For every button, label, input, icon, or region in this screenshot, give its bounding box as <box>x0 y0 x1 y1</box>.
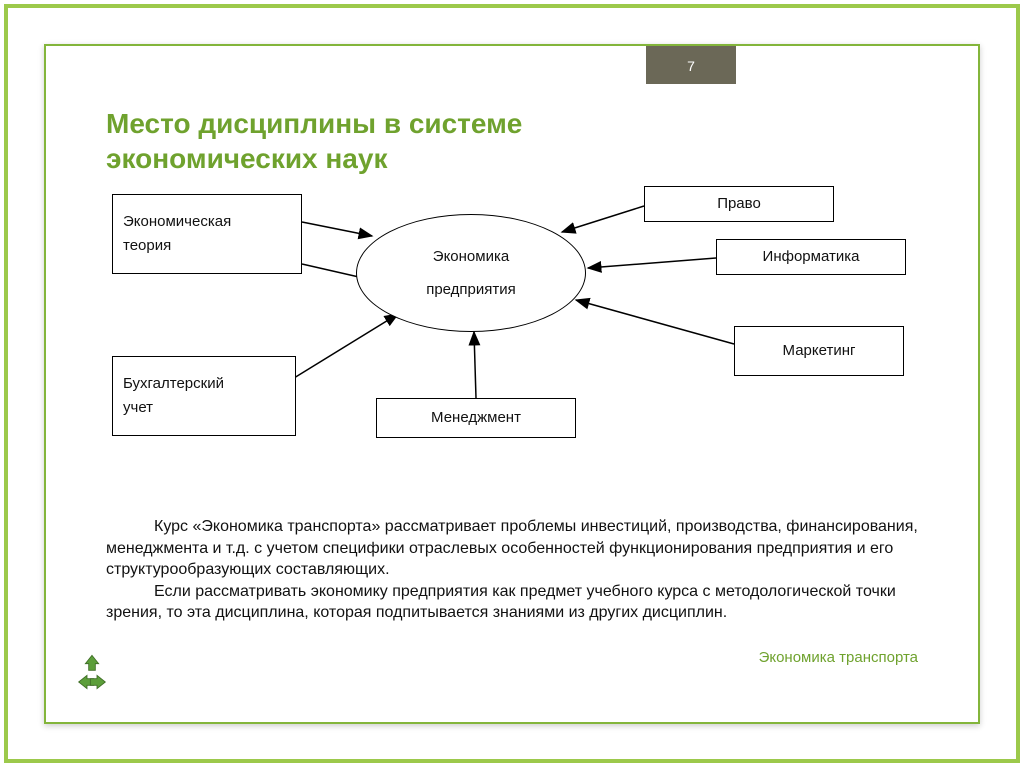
node-econ-theory: Экономическаятеория <box>112 194 302 274</box>
title-line-1: Место дисциплины в системе <box>106 106 522 141</box>
concept-diagram: Экономика предприятия Экономическаятеори… <box>46 176 982 496</box>
node-label: теория <box>123 234 291 258</box>
body-paragraph-2: Если рассматривать экономику предприятия… <box>106 581 926 624</box>
slide-card: 7 Место дисциплины в системе экономическ… <box>44 44 980 724</box>
node-management: Менеджмент <box>376 398 576 438</box>
body-text: Курс «Экономика транспорта» рассматривае… <box>106 516 926 624</box>
center-label-2: предприятия <box>426 273 516 306</box>
title-line-2: экономических наук <box>106 141 522 176</box>
slide-title: Место дисциплины в системе экономических… <box>106 106 522 176</box>
node-accounting: Бухгалтерскийучет <box>112 356 296 436</box>
node-label: Менеджмент <box>431 406 521 430</box>
node-label: учет <box>123 396 285 420</box>
node-law: Право <box>644 186 834 222</box>
node-marketing: Маркетинг <box>734 326 904 376</box>
node-label: Маркетинг <box>783 339 856 363</box>
node-label: Информатика <box>763 245 860 269</box>
page-number-tab: 7 <box>646 46 736 84</box>
page-number: 7 <box>687 58 695 74</box>
node-label: Бухгалтерский <box>123 372 285 396</box>
body-paragraph-1: Курс «Экономика транспорта» рассматривае… <box>106 516 926 581</box>
center-label-1: Экономика <box>433 240 509 273</box>
node-label: Экономическая <box>123 210 291 234</box>
recycle-icon <box>72 652 112 692</box>
node-label: Право <box>717 192 761 216</box>
center-node: Экономика предприятия <box>356 214 586 332</box>
footer-text: Экономика транспорта <box>759 649 918 666</box>
node-informatics: Информатика <box>716 239 906 275</box>
